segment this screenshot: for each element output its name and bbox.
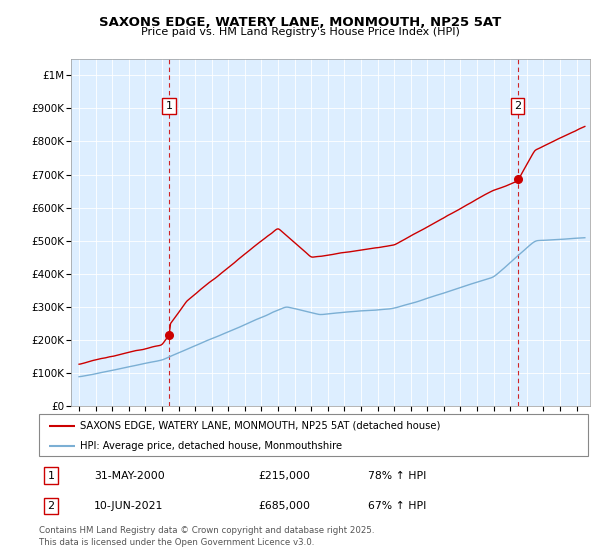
Text: 2: 2 <box>514 101 521 111</box>
Text: Contains HM Land Registry data © Crown copyright and database right 2025.
This d: Contains HM Land Registry data © Crown c… <box>39 526 374 547</box>
Text: 67% ↑ HPI: 67% ↑ HPI <box>368 501 427 511</box>
Text: 1: 1 <box>166 101 172 111</box>
Text: SAXONS EDGE, WATERY LANE, MONMOUTH, NP25 5AT (detached house): SAXONS EDGE, WATERY LANE, MONMOUTH, NP25… <box>80 421 440 431</box>
Text: SAXONS EDGE, WATERY LANE, MONMOUTH, NP25 5AT: SAXONS EDGE, WATERY LANE, MONMOUTH, NP25… <box>99 16 501 29</box>
Text: 2: 2 <box>47 501 55 511</box>
FancyBboxPatch shape <box>39 414 588 456</box>
Text: 1: 1 <box>47 470 55 480</box>
Text: HPI: Average price, detached house, Monmouthshire: HPI: Average price, detached house, Monm… <box>80 441 342 451</box>
Text: 78% ↑ HPI: 78% ↑ HPI <box>368 470 427 480</box>
Text: 31-MAY-2000: 31-MAY-2000 <box>94 470 164 480</box>
Text: Price paid vs. HM Land Registry's House Price Index (HPI): Price paid vs. HM Land Registry's House … <box>140 27 460 37</box>
Text: £215,000: £215,000 <box>259 470 311 480</box>
Text: £685,000: £685,000 <box>259 501 311 511</box>
Text: 10-JUN-2021: 10-JUN-2021 <box>94 501 163 511</box>
